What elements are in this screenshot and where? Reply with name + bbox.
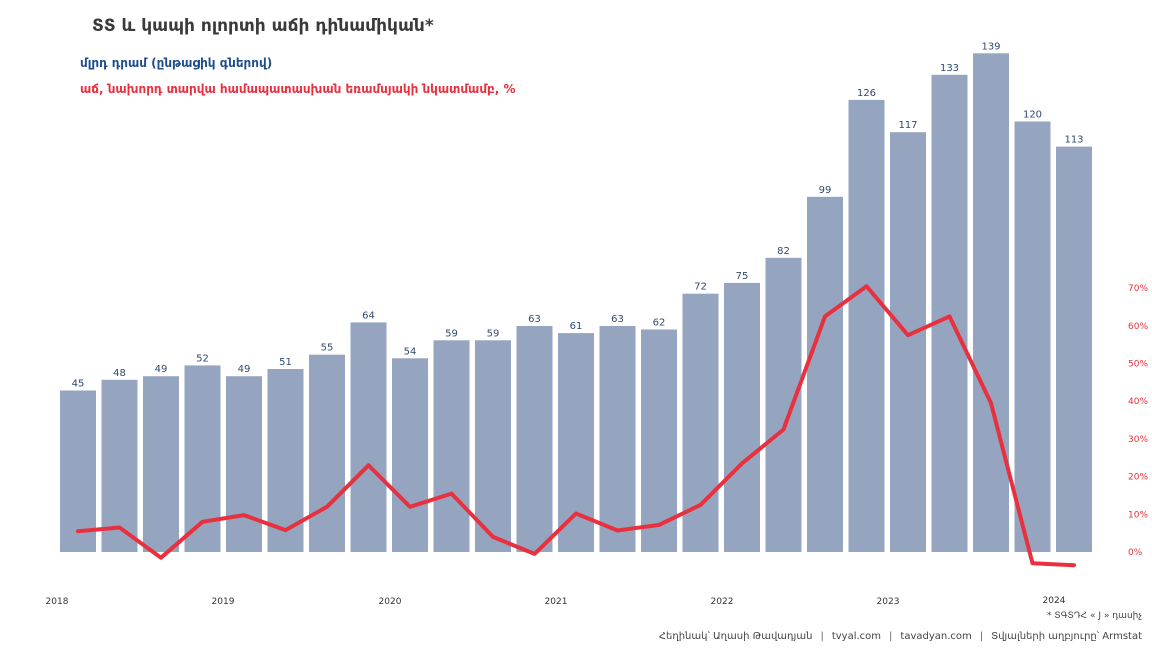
bar <box>475 340 511 552</box>
x-tick-label: 2020 <box>379 597 402 607</box>
x-tick-label: 2019 <box>212 597 235 607</box>
y2-tick-label: 20% <box>1128 473 1148 483</box>
bar-value-label: 45 <box>72 379 85 390</box>
bar-value-label: 120 <box>1023 110 1042 121</box>
line-subtitle: աճ, նախորդ տարվա համապատասխան եռամսյակի … <box>80 82 516 96</box>
bar <box>392 358 428 552</box>
bar <box>973 53 1009 553</box>
bar <box>143 376 179 552</box>
bar-labels-group: 45 48 49 52 49 51 55 64 54 59 59 63 61 63 62 72 75 82 99 12… <box>72 41 1084 389</box>
bar <box>931 74 968 553</box>
bar-value-label: 82 <box>777 246 790 257</box>
bar <box>226 376 262 552</box>
bars-group <box>60 53 1092 553</box>
y2-tick-label: 10% <box>1128 510 1148 520</box>
bar-value-label: 55 <box>321 343 334 354</box>
bar-value-label: 54 <box>404 346 417 357</box>
bars-subtitle: մլրդ դրամ (ընթացիկ գներով) <box>80 56 273 70</box>
bar <box>60 390 96 552</box>
footer-author: Հեղինակ՝ Աղասի Թավադյան <box>658 631 813 642</box>
bar-value-label: 63 <box>528 314 541 325</box>
bar-value-label: 63 <box>611 314 624 325</box>
bar-value-label: 99 <box>819 185 832 196</box>
y2-tick-label: 70% <box>1128 284 1148 294</box>
bar <box>641 329 677 552</box>
y2-tick-label: 0% <box>1128 548 1143 558</box>
bar <box>724 282 760 552</box>
bar-value-label: 139 <box>981 41 1000 52</box>
bar-value-label: 126 <box>857 88 876 99</box>
x-tick-label: 2021 <box>545 597 568 607</box>
right-y-axis: 0% 10% 20% 30% 40% 50% 60% 70% <box>1128 284 1148 558</box>
footer: Հեղինակ՝ Աղասի Թավադյան | tvyal.com | tavady… <box>658 631 1142 642</box>
footer-site-tvyal[interactable]: tvyal.com <box>831 631 882 642</box>
footer-site-tavadyan[interactable]: tavadyan.com <box>900 631 972 642</box>
bar-value-label: 48 <box>113 368 126 379</box>
y2-tick-label: 30% <box>1128 435 1148 445</box>
bar <box>807 196 843 553</box>
y2-tick-label: 50% <box>1128 360 1148 370</box>
growth-line <box>76 284 1076 568</box>
bar-value-label: 59 <box>487 328 500 339</box>
bar-value-label: 72 <box>694 282 707 293</box>
x-tick-label: 2018 <box>46 597 69 607</box>
bar <box>848 99 885 553</box>
bar-value-label: 49 <box>238 364 251 375</box>
x-tick-label: 2023 <box>877 597 900 607</box>
x-tick-label: 2022 <box>711 597 734 607</box>
y2-tick-label: 40% <box>1128 397 1148 407</box>
bar-value-label: 61 <box>570 321 583 332</box>
bar-value-label: 62 <box>653 318 666 329</box>
bar <box>309 354 345 552</box>
bar-value-label: 113 <box>1064 135 1083 146</box>
x-axis: 2018 2019 2020 2021 2022 2023 2024 <box>46 596 1066 607</box>
bar <box>890 132 926 552</box>
y2-tick-label: 60% <box>1128 322 1148 332</box>
bar-value-label: 52 <box>196 353 209 364</box>
bar <box>599 326 636 552</box>
bar <box>1056 146 1092 552</box>
bar-value-label: 59 <box>445 328 458 339</box>
growth-line-group <box>76 284 1076 568</box>
bar-value-label: 49 <box>155 364 168 375</box>
x-tick-label: 2024 <box>1043 596 1066 606</box>
bar <box>433 340 470 552</box>
bar-value-label: 75 <box>736 271 749 282</box>
bar <box>101 379 138 552</box>
chart-title: ՏՏ և կապի ոլորտի աճի դինամիկան* <box>92 16 434 36</box>
footer-source: Տվյալների աղբյուրը՝ Armstat <box>991 631 1142 642</box>
bar <box>1014 121 1051 552</box>
footnote: * ՏԳՏԴՀ « J » դասիչ <box>1047 611 1142 621</box>
bar <box>765 257 802 552</box>
bar <box>682 293 719 552</box>
bar-value-label: 133 <box>940 63 959 74</box>
bar-value-label: 51 <box>279 357 292 368</box>
bar <box>516 326 553 552</box>
bar-value-label: 117 <box>898 120 917 131</box>
bar-value-label: 64 <box>362 310 375 321</box>
bar <box>350 322 387 552</box>
